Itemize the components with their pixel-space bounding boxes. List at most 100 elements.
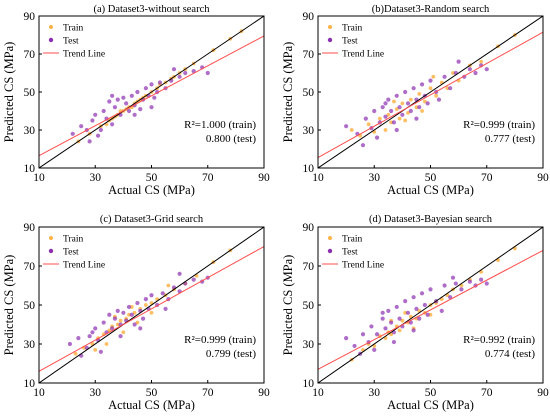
chart-3-x-tick-label: 90 bbox=[258, 387, 270, 399]
chart-1-test-point bbox=[149, 105, 154, 110]
chart-1-x-tick-label: 30 bbox=[90, 172, 102, 184]
chart-2-test-point bbox=[397, 105, 402, 110]
chart-4-test-point bbox=[411, 295, 416, 300]
chart-4-test-point bbox=[419, 291, 425, 296]
chart-4-legend-label: Trend Line bbox=[342, 261, 384, 271]
chart-panel-1: (a) Dataset3-without search 10 30 50 70 90 10 3… bbox=[2, 4, 270, 197]
chart-1-test-point bbox=[87, 139, 92, 144]
chart-1-test-point bbox=[143, 86, 148, 91]
chart-4-test-point bbox=[417, 316, 422, 321]
chart-2-x-tick-label: 70 bbox=[481, 172, 493, 184]
chart-2-train-point bbox=[417, 92, 422, 96]
chart-3-title: (c) Dataset3-Grid search bbox=[100, 214, 204, 225]
chart-4-test-point bbox=[380, 310, 385, 315]
chart-4-x-tick-label: 50 bbox=[425, 387, 437, 399]
chart-4-test-point bbox=[386, 308, 391, 313]
chart-1-plot-area bbox=[39, 16, 264, 168]
chart-1-r2-test: 0.800 (test) bbox=[206, 133, 256, 145]
chart-3-train-point bbox=[118, 318, 123, 323]
chart-2-legend-train-marker bbox=[328, 25, 332, 29]
chart-4-test-point bbox=[352, 343, 357, 349]
chart-2-train-point bbox=[479, 59, 484, 64]
chart-3-legend-label: Train bbox=[63, 235, 83, 245]
chart-3-test-point bbox=[149, 293, 154, 298]
chart-2-x-axis-label: Actual CS (MPa) bbox=[387, 183, 474, 197]
chart-3-r2-train: R²=0.999 (train) bbox=[184, 334, 256, 346]
chart-3-y-tick-label: 10 bbox=[24, 378, 36, 390]
chart-2-test-point bbox=[360, 143, 366, 148]
chart-4-test-point bbox=[425, 312, 430, 317]
chart-2-test-point bbox=[374, 135, 380, 140]
chart-2-test-point bbox=[344, 124, 349, 129]
chart-3-test-point bbox=[140, 316, 146, 321]
chart-3-train-point bbox=[149, 310, 154, 315]
chart-2-test-point bbox=[391, 120, 397, 125]
chart-panel-4: (d) Dataset3-Bayesian search 10 30 50 70 90 10… bbox=[281, 214, 549, 412]
chart-1-test-point bbox=[115, 97, 120, 102]
chart-4-train-point bbox=[397, 328, 402, 333]
chart-1-test-point bbox=[112, 105, 118, 110]
chart-1-x-tick-label: 50 bbox=[146, 172, 158, 184]
chart-1-test-point bbox=[135, 89, 140, 95]
chart-1-test-point bbox=[90, 118, 95, 123]
chart-4-test-point bbox=[422, 302, 427, 308]
chart-4-train-point bbox=[400, 318, 405, 323]
chart-2-train-point bbox=[400, 101, 405, 106]
chart-1-test-point bbox=[110, 93, 115, 98]
chart-2-x-tick-label: 50 bbox=[425, 172, 437, 184]
chart-3-train-point bbox=[121, 330, 126, 335]
chart-2-test-point bbox=[386, 97, 391, 102]
chart-1-test-point bbox=[149, 82, 154, 87]
chart-2-train-point bbox=[383, 128, 388, 132]
chart-1-test-point bbox=[101, 108, 106, 114]
chart-3-test-point bbox=[160, 291, 165, 296]
chart-3-train-point bbox=[166, 283, 171, 288]
chart-1-test-point bbox=[107, 99, 112, 104]
chart-1-test-point bbox=[98, 127, 103, 133]
chart-1-x-axis-label: Actual CS (MPa) bbox=[108, 183, 195, 197]
chart-2-y-tick-label: 10 bbox=[303, 163, 315, 175]
chart-2-train-point bbox=[408, 97, 413, 102]
chart-2-test-point bbox=[428, 78, 433, 83]
chart-1-test-point bbox=[191, 69, 196, 74]
chart-1-test-point bbox=[126, 108, 132, 114]
chart-2-train-point bbox=[428, 86, 433, 91]
chart-1-legend: Train Test Trend Line bbox=[43, 24, 105, 60]
chart-3-test-point bbox=[87, 334, 92, 339]
chart-3-x-tick-label: 50 bbox=[146, 387, 158, 399]
chart-3-test-point bbox=[110, 326, 115, 331]
chart-3-y-tick-label: 70 bbox=[24, 261, 36, 273]
chart-2-test-point bbox=[394, 127, 399, 133]
chart-4-test-point bbox=[408, 320, 413, 325]
chart-4-y-tick-label: 70 bbox=[303, 261, 315, 273]
chart-1-x-tick-label: 90 bbox=[258, 172, 270, 184]
chart-2-train-point bbox=[397, 116, 402, 121]
chart-1-r2-train: R²=1.000 (train) bbox=[184, 119, 256, 131]
chart-2-train-point bbox=[403, 118, 408, 123]
chart-1-legend-label: Train bbox=[63, 24, 83, 34]
chart-4-test-point bbox=[459, 287, 464, 292]
chart-2-test-point bbox=[383, 114, 388, 119]
chart-1-test-point bbox=[183, 70, 188, 76]
chart-2-test-point bbox=[425, 101, 430, 106]
chart-2-r2-test: 0.777 (test) bbox=[485, 133, 535, 145]
chart-3-train-point bbox=[73, 351, 78, 356]
chart-1-y-tick-label: 70 bbox=[24, 49, 36, 61]
chart-1-y-tick-label: 50 bbox=[24, 87, 36, 99]
chart-4-test-point bbox=[428, 287, 433, 292]
chart-1-y-axis-label: Predicted CS (MPa) bbox=[2, 42, 16, 143]
chart-4-r2-test: 0.774 (test) bbox=[485, 348, 535, 360]
chart-4-test-point bbox=[484, 281, 489, 286]
chart-4-test-point bbox=[448, 295, 453, 300]
chart-1-trend-line bbox=[39, 35, 264, 157]
chart-2-test-point bbox=[408, 108, 413, 114]
chart-4-identity-line bbox=[318, 227, 543, 383]
chart-4-y-tick-label: 30 bbox=[303, 339, 315, 351]
chart-3-test-point bbox=[177, 271, 182, 276]
chart-2-train-point bbox=[349, 128, 354, 132]
chart-4-title: (d) Dataset3-Bayesian search bbox=[369, 214, 493, 225]
chart-2-y-tick-label: 30 bbox=[303, 125, 315, 137]
chart-3-train-point bbox=[135, 320, 140, 325]
chart-3-test-point bbox=[126, 304, 132, 310]
chart-1-title: (a) Dataset3-without search bbox=[93, 4, 210, 15]
